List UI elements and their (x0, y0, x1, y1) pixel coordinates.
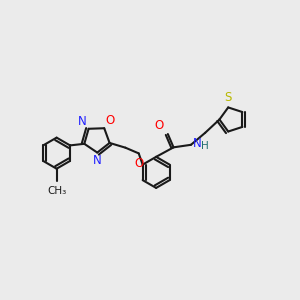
Text: S: S (224, 91, 232, 103)
Text: N: N (93, 154, 102, 167)
Text: O: O (155, 118, 164, 131)
Text: N: N (78, 115, 87, 128)
Text: H: H (201, 141, 209, 152)
Text: O: O (134, 158, 143, 170)
Text: CH₃: CH₃ (47, 186, 66, 196)
Text: N: N (193, 137, 202, 150)
Text: O: O (106, 114, 115, 127)
